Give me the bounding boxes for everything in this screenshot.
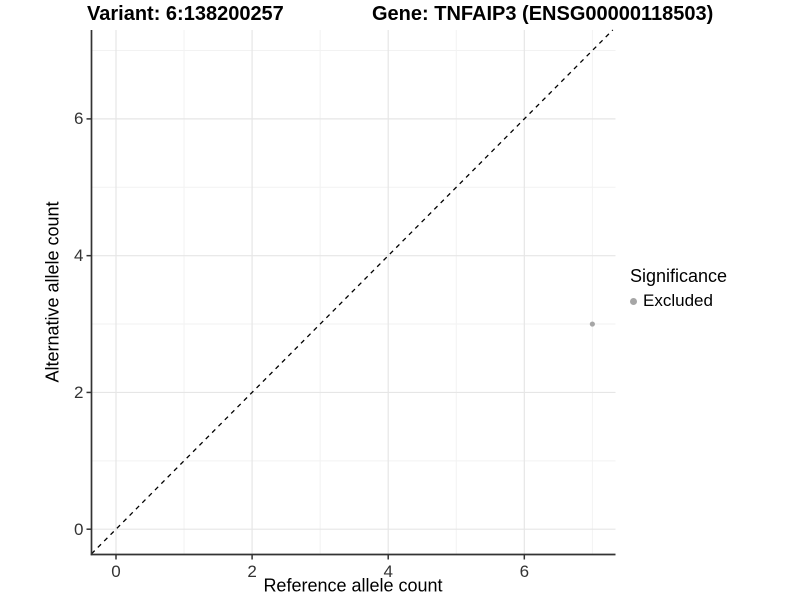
data-point-excluded (589, 321, 595, 327)
excluded-marker-icon (630, 297, 637, 305)
y-tick-label: 2 (74, 382, 84, 402)
legend: Significance Excluded (630, 265, 727, 311)
x-tick-label: 4 (383, 561, 393, 581)
legend-item-excluded: Excluded (630, 291, 727, 311)
gene-title: Gene: TNFAIP3 (ENSG00000118503) (372, 3, 714, 25)
legend-title: Significance (630, 266, 728, 286)
y-tick-label: 6 (74, 109, 84, 129)
y-tick-label: 4 (74, 246, 84, 266)
x-tick-label: 2 (247, 561, 257, 581)
x-tick-label: 6 (519, 561, 530, 581)
x-axis-title: Reference allele count (263, 575, 443, 596)
y-tick-label: 0 (74, 519, 84, 539)
legend-item-label: Excluded (643, 291, 713, 310)
identity-line (91, 29, 614, 555)
y-axis-title: Alternative allele count (42, 201, 63, 383)
x-tick-label: 0 (111, 561, 121, 581)
variant-title: Variant: 6:138200257 (87, 3, 284, 25)
